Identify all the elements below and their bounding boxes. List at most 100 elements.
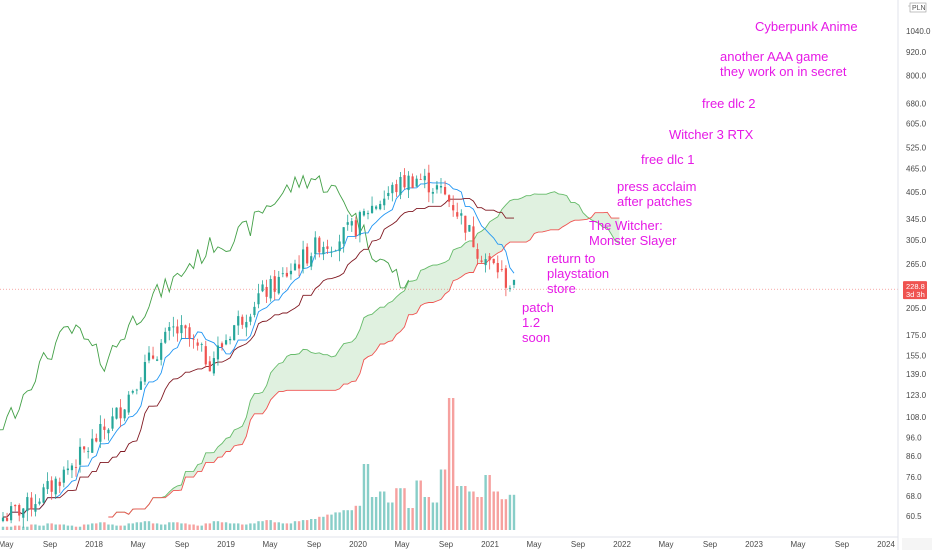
annotation-witcher-3-rtx: Witcher 3 RTX <box>669 127 754 142</box>
candle-body <box>302 249 305 269</box>
volume-bar <box>220 522 224 530</box>
candle <box>249 313 252 326</box>
candle <box>62 466 65 488</box>
candle-body <box>415 178 418 187</box>
candle <box>269 275 272 302</box>
candle-body <box>383 198 386 206</box>
candle-body <box>91 438 94 453</box>
volume-bar <box>407 508 410 530</box>
candle-body <box>281 273 284 275</box>
volume-bar <box>119 525 122 530</box>
annotation-line: playstation <box>547 266 609 281</box>
candle-body <box>379 203 382 210</box>
candle <box>5 512 9 522</box>
candle <box>293 259 297 271</box>
volume-bar <box>322 516 325 530</box>
volume-bar <box>13 525 17 530</box>
candle-body <box>362 211 366 216</box>
candle <box>512 279 516 289</box>
volume-bar <box>54 524 57 530</box>
candle-body <box>508 287 512 289</box>
candle <box>452 195 455 217</box>
candle <box>26 492 29 522</box>
candle <box>476 243 479 266</box>
candle <box>456 202 459 220</box>
candle <box>233 324 236 341</box>
candle <box>496 255 499 279</box>
candle-body <box>5 517 9 521</box>
candle <box>387 186 390 200</box>
volume-bar <box>476 497 479 530</box>
volume-bar <box>423 497 426 530</box>
price-axis[interactable]: 1040.0 920.0 800.0 680.0 605.0 525.0 465.0 405.… <box>897 0 931 550</box>
time-tick-label: May <box>526 540 541 549</box>
currency-badge-box <box>909 2 927 13</box>
volume-bar <box>249 523 252 530</box>
volume-bar <box>301 520 305 530</box>
volume-bar <box>46 523 49 530</box>
candle <box>448 194 451 208</box>
volume-bar <box>192 524 195 530</box>
volume-bar <box>492 491 495 530</box>
candle <box>253 301 256 318</box>
price-tick-label: 76.0 <box>906 473 922 482</box>
time-tick-label: 2023 <box>745 540 763 549</box>
volume-bar <box>91 523 94 530</box>
current-price-badge: 228.83d 3h <box>903 281 927 300</box>
candle-body <box>147 352 151 361</box>
candle-body <box>50 480 53 492</box>
candle-body <box>395 184 398 193</box>
candle-body <box>460 213 463 216</box>
candle-body <box>95 438 98 442</box>
axis-corner <box>902 538 932 550</box>
volume-bar <box>184 523 187 530</box>
candle <box>427 164 430 203</box>
candle <box>326 239 329 255</box>
volume-bar <box>391 502 394 530</box>
volume-bar <box>326 514 329 530</box>
volume-bar <box>289 523 293 530</box>
volume-bar <box>261 521 264 530</box>
volume-bar <box>123 525 126 530</box>
candle <box>103 418 106 440</box>
candle <box>257 283 260 309</box>
leading-span-b <box>108 211 620 518</box>
volume-bar <box>443 469 447 530</box>
candle-body <box>172 326 175 328</box>
price-tick-label: 1040.0 <box>906 27 931 36</box>
candle <box>111 407 114 432</box>
volume-bar <box>496 491 499 530</box>
candle <box>285 267 288 278</box>
candle-body <box>70 465 74 471</box>
volume-bar <box>512 494 516 530</box>
candle <box>245 314 248 337</box>
candle <box>419 173 422 180</box>
candle <box>200 342 203 352</box>
volume-bar <box>403 488 406 530</box>
candle <box>34 494 37 517</box>
candle <box>395 179 398 197</box>
volume-bar <box>50 523 53 530</box>
volume-bar <box>334 512 337 530</box>
currency-badge: PLN <box>909 2 927 13</box>
candle <box>50 476 53 500</box>
candle <box>66 460 69 475</box>
candle-body <box>431 191 434 194</box>
time-axis[interactable]: May Sep 2018 May Sep 2019 May Sep 2020 May Sep 2021… <box>0 536 932 550</box>
candle <box>431 188 434 204</box>
candle <box>208 356 211 372</box>
candle-body <box>350 221 353 226</box>
volume-bar <box>354 505 358 530</box>
volume-bar <box>431 502 435 530</box>
time-tick-label: Sep <box>43 540 58 549</box>
volume-bar <box>362 464 366 530</box>
candle-body <box>212 358 215 374</box>
candle <box>310 252 313 271</box>
candle-body <box>224 340 228 345</box>
time-tick-label: May <box>658 540 673 549</box>
candle-body <box>220 343 224 348</box>
conversion-line <box>3 181 515 518</box>
candle-body <box>34 504 37 512</box>
